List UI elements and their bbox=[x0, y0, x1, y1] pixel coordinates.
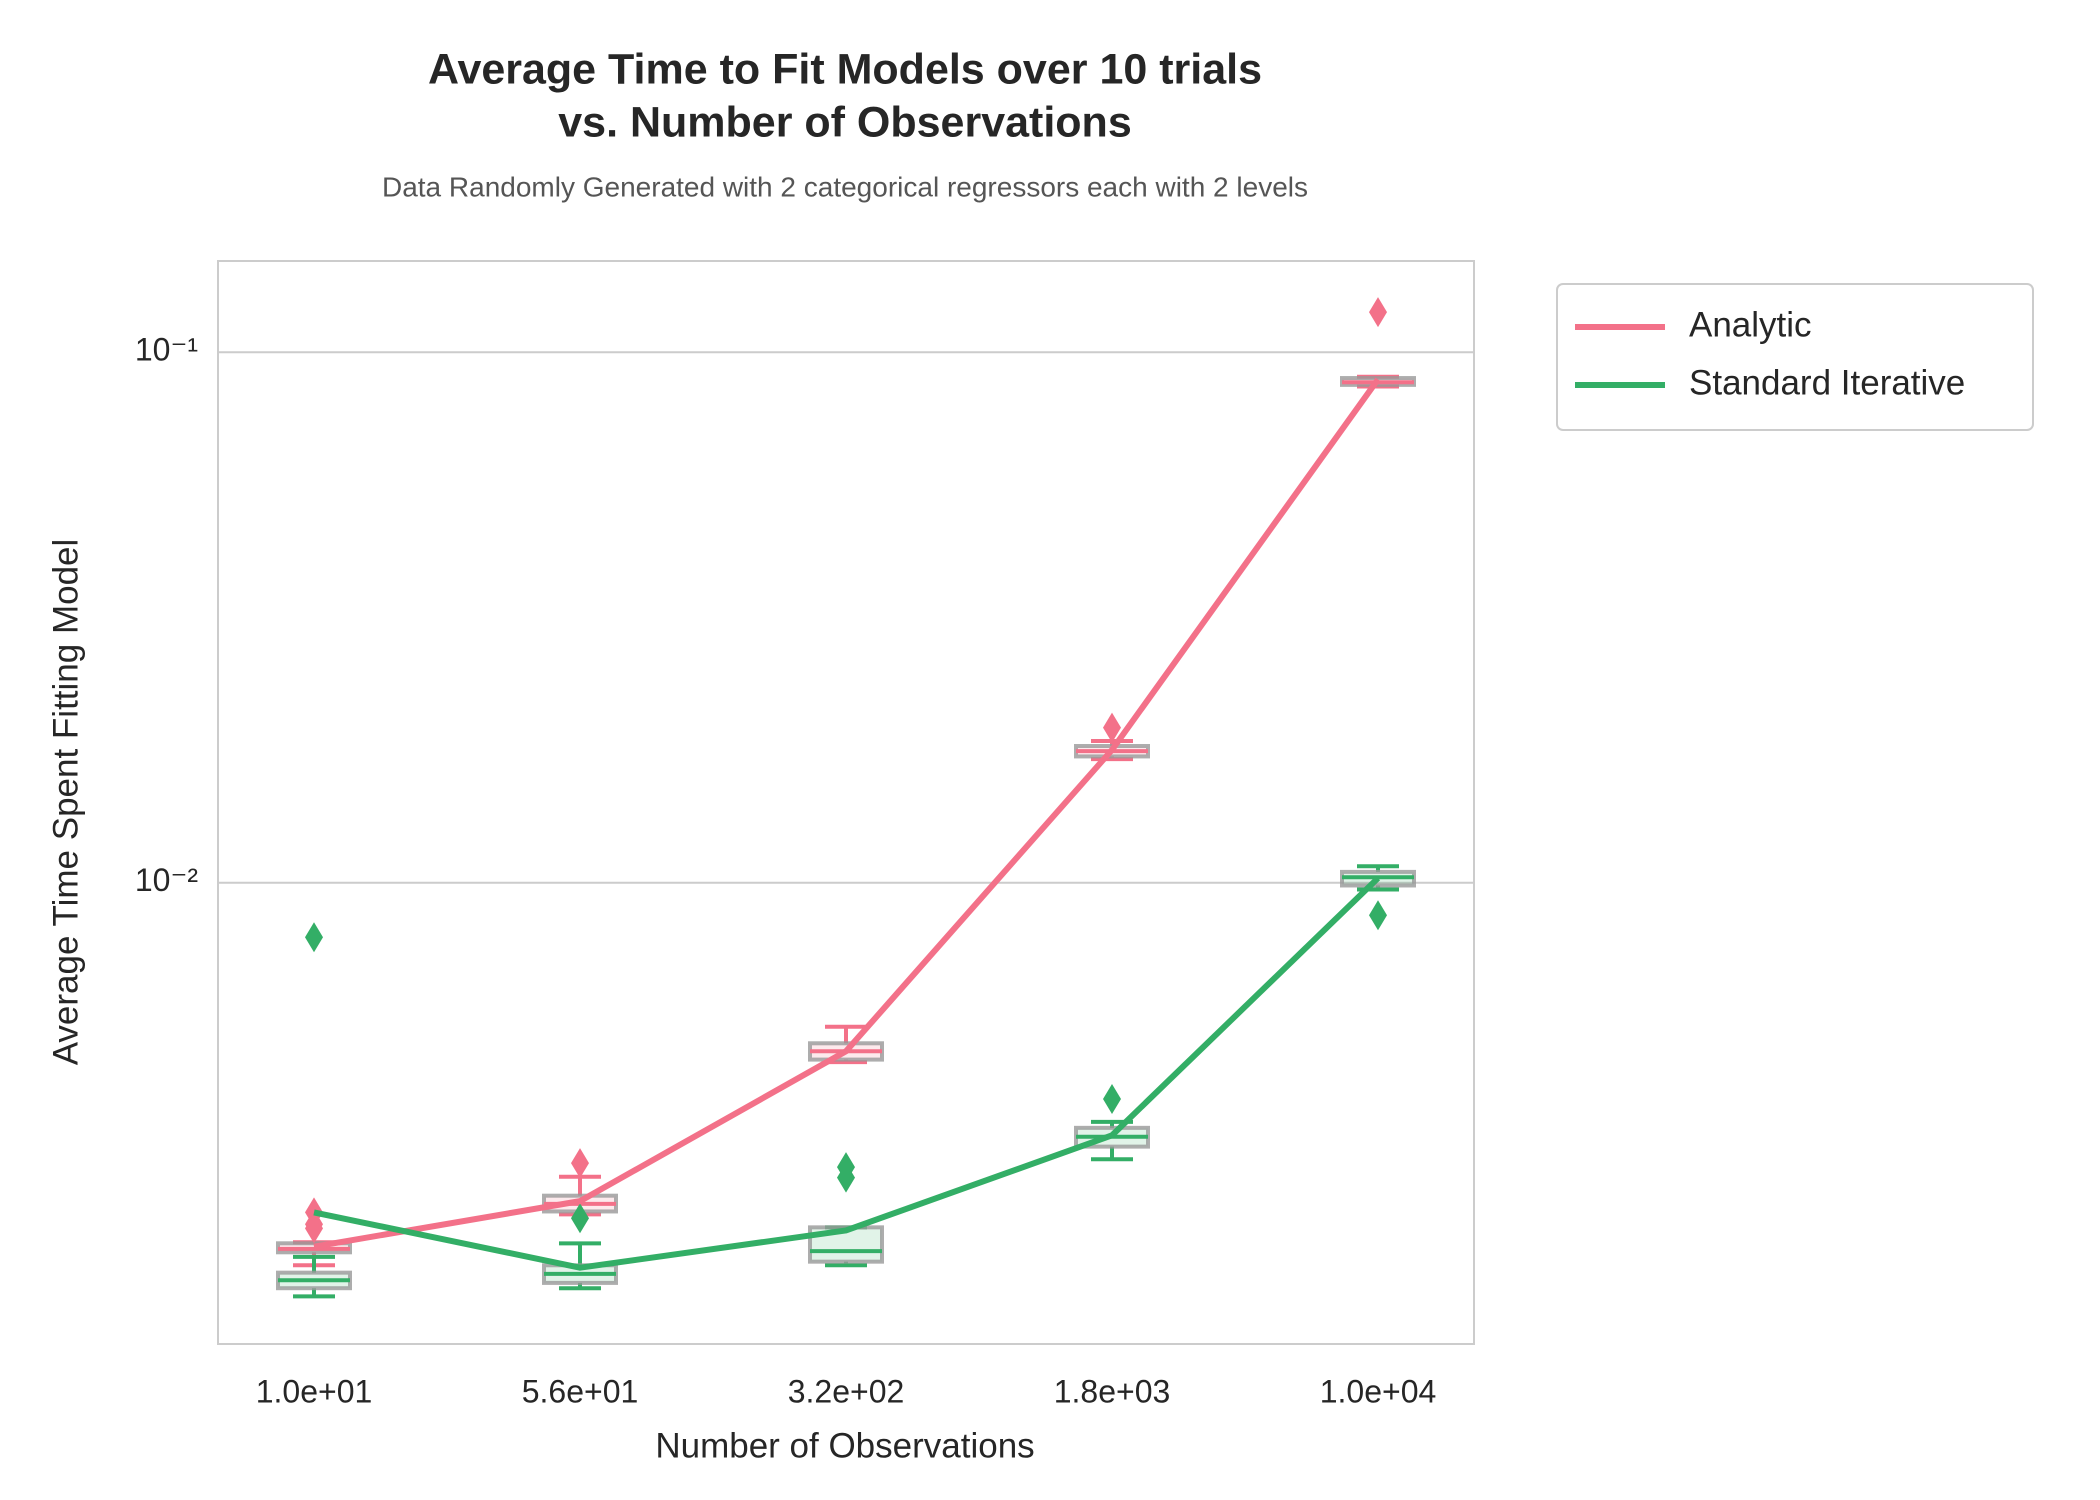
legend-frame bbox=[1556, 283, 2034, 431]
legend: Analytic Standard Iterative bbox=[1556, 283, 2034, 431]
outlier bbox=[1369, 900, 1387, 931]
x-tick-label: 1.8e+03 bbox=[1054, 1373, 1171, 1409]
y-axis-label: Average Time Spent Fitting Model bbox=[46, 539, 85, 1066]
chart-subtitle: Data Randomly Generated with 2 categoric… bbox=[382, 171, 1308, 202]
outlier bbox=[571, 1148, 589, 1179]
x-tick-label: 5.6e+01 bbox=[522, 1373, 639, 1409]
chart-title: vs. Number of Observations bbox=[558, 98, 1132, 146]
series-line bbox=[313, 875, 1381, 1271]
x-axis-label: Number of Observations bbox=[655, 1426, 1034, 1465]
x-tick-label: 1.0e+04 bbox=[1320, 1373, 1437, 1409]
legend-label: Analytic bbox=[1689, 305, 1812, 344]
outlier bbox=[571, 1203, 589, 1234]
series-line bbox=[313, 377, 1381, 1250]
outlier bbox=[837, 1162, 855, 1193]
plot-frame bbox=[217, 260, 1475, 1345]
outlier bbox=[1103, 1084, 1121, 1115]
x-tick-label: 3.2e+02 bbox=[788, 1373, 905, 1409]
chart-title: Average Time to Fit Models over 10 trial… bbox=[428, 45, 1262, 93]
x-tick-label: 1.0e+01 bbox=[256, 1373, 373, 1409]
outlier bbox=[305, 922, 323, 953]
outlier bbox=[1103, 712, 1121, 743]
y-tick-label: 10⁻¹ bbox=[135, 332, 198, 368]
y-tick-label: 10⁻² bbox=[135, 862, 198, 898]
outlier bbox=[305, 1213, 323, 1244]
legend-label: Standard Iterative bbox=[1689, 363, 1965, 402]
outlier bbox=[1369, 297, 1387, 328]
